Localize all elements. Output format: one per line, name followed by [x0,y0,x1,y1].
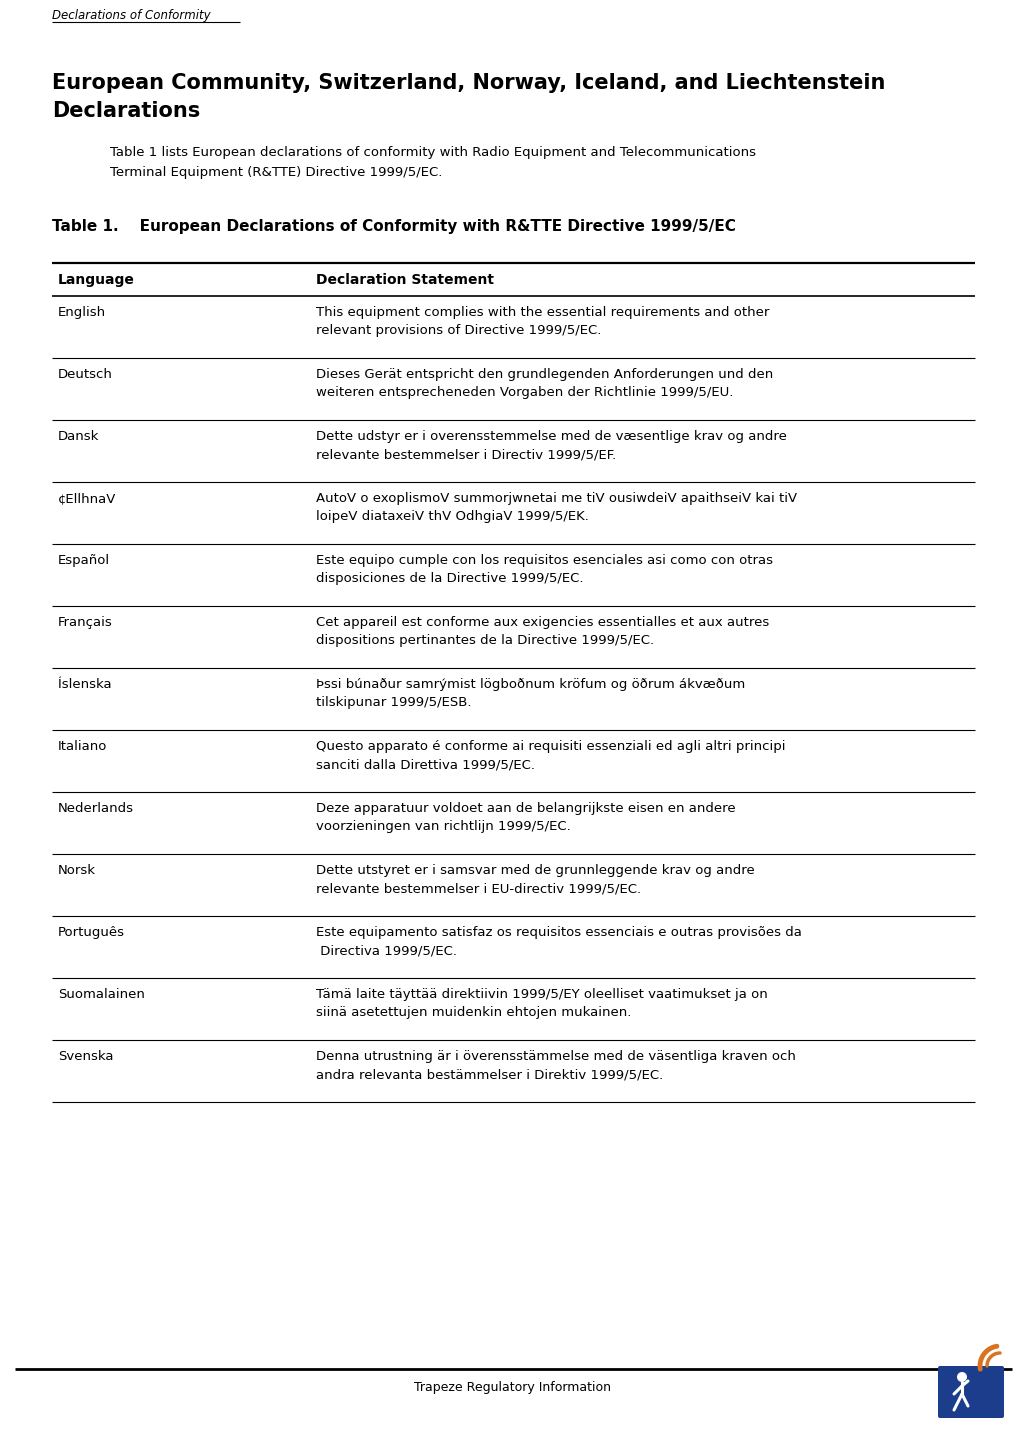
Text: Þssi búnaður samrýmist lögboðnum kröfum og öðrum ákvæðum
tilskipunar 1999/5/ESB.: Þssi búnaður samrýmist lögboðnum kröfum … [316,678,746,708]
Text: Language: Language [58,273,135,288]
Text: Íslenska: Íslenska [58,678,112,691]
Text: Cet appareil est conforme aux exigencies essentialles et aux autres
dispositions: Cet appareil est conforme aux exigencies… [316,615,769,647]
Text: Norsk: Norsk [58,864,96,877]
Text: Tämä laite täyttää direktiivin 1999/5/EY oleelliset vaatimukset ja on
siinä aset: Tämä laite täyttää direktiivin 1999/5/EY… [316,987,768,1019]
Text: Declaration Statement: Declaration Statement [316,273,494,288]
Text: Svenska: Svenska [58,1050,114,1063]
Text: Deutsch: Deutsch [58,368,113,381]
Text: Dansk: Dansk [58,429,100,444]
FancyBboxPatch shape [938,1367,1004,1418]
Text: Français: Français [58,615,113,630]
Text: English: English [58,306,106,319]
Text: Português: Português [58,926,125,939]
Text: Dette udstyr er i overensstemmelse med de væsentlige krav og andre
relevante bes: Dette udstyr er i overensstemmelse med d… [316,429,787,461]
Text: Suomalainen: Suomalainen [58,987,145,1002]
Text: Dieses Gerät entspricht den grundlegenden Anforderungen und den
weiteren entspre: Dieses Gerät entspricht den grundlegende… [316,368,773,399]
Text: Español: Español [58,554,110,567]
Text: Trapeze Regulatory Information: Trapeze Regulatory Information [415,1381,611,1394]
Text: ¢EllhnaV: ¢EllhnaV [58,492,116,505]
Text: Denna utrustning är i överensstämmelse med de väsentliga kraven och
andra releva: Denna utrustning är i överensstämmelse m… [316,1050,796,1080]
Text: Table 1 lists European declarations of conformity with Radio Equipment and Telec: Table 1 lists European declarations of c… [110,146,756,159]
Text: Terminal Equipment (R&TTE) Directive 1999/5/EC.: Terminal Equipment (R&TTE) Directive 199… [110,166,443,179]
Text: Declarations: Declarations [52,102,200,122]
Circle shape [957,1372,967,1382]
Text: Italiano: Italiano [58,740,108,753]
Text: Nederlands: Nederlands [58,801,134,816]
Text: Declarations of Conformity: Declarations of Conformity [52,9,211,21]
Text: Table 1.    European Declarations of Conformity with R&TTE Directive 1999/5/EC: Table 1. European Declarations of Confor… [52,219,736,235]
Text: Dette utstyret er i samsvar med de grunnleggende krav og andre
relevante bestemm: Dette utstyret er i samsvar med de grunn… [316,864,755,894]
Text: AutoV o exoplismoV summorjwnetai me tiV ousiwdeiV apaithseiV kai tiV
loipeV diat: AutoV o exoplismoV summorjwnetai me tiV … [316,492,797,522]
Text: Deze apparatuur voldoet aan de belangrijkste eisen en andere
voorzieningen van r: Deze apparatuur voldoet aan de belangrij… [316,801,735,833]
Text: This equipment complies with the essential requirements and other
relevant provi: This equipment complies with the essenti… [316,306,769,336]
Text: Este equipamento satisfaz os requisitos essenciais e outras provisões da
 Direct: Este equipamento satisfaz os requisitos … [316,926,802,957]
Text: Questo apparato é conforme ai requisiti essenziali ed agli altri principi
sancit: Questo apparato é conforme ai requisiti … [316,740,786,771]
Text: Este equipo cumple con los requisitos esenciales asi como con otras
disposicione: Este equipo cumple con los requisitos es… [316,554,773,585]
Text: European Community, Switzerland, Norway, Iceland, and Liechtenstein: European Community, Switzerland, Norway,… [52,73,885,93]
